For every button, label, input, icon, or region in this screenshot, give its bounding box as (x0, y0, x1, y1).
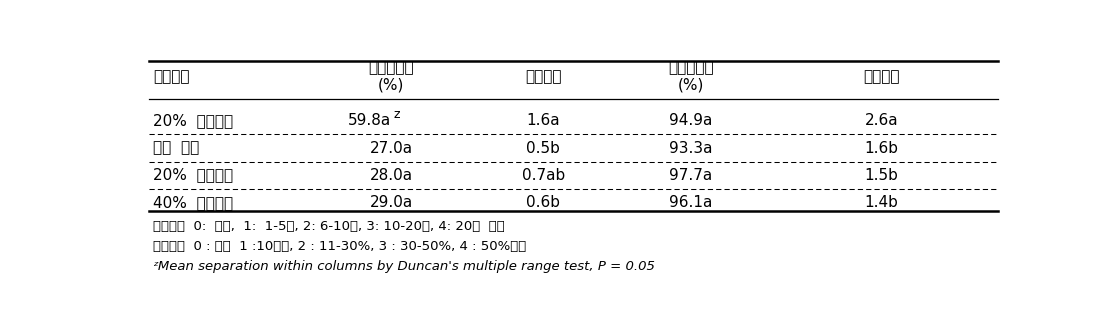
Text: 처리내용: 처리내용 (153, 69, 189, 84)
Text: 2.6a: 2.6a (865, 114, 899, 128)
Text: z: z (393, 108, 399, 121)
Text: 1.6a: 1.6a (526, 114, 560, 128)
Text: 97.7a: 97.7a (669, 168, 712, 183)
Text: (%): (%) (378, 78, 405, 93)
Text: 94.9a: 94.9a (669, 114, 713, 128)
Text: 20%  과소착과: 20% 과소착과 (153, 114, 233, 128)
Text: 27.0a: 27.0a (369, 140, 413, 156)
Text: 29.0a: 29.0a (369, 195, 413, 210)
Text: 동녹발생율: 동녹발생율 (668, 60, 714, 76)
Text: 1.6b: 1.6b (864, 140, 899, 156)
Text: 고두발생율: 고두발생율 (368, 60, 414, 76)
Text: 0.7ab: 0.7ab (521, 168, 565, 183)
Text: 40%  과다착과: 40% 과다착과 (153, 195, 233, 210)
Text: ᶻMean separation within columns by Duncan's multiple range test, P = 0.05: ᶻMean separation within columns by Dunca… (153, 260, 655, 273)
Text: 0.6b: 0.6b (526, 195, 561, 210)
Text: 96.1a: 96.1a (669, 195, 713, 210)
Text: 동녹지수  0 : 없음  1 :10이하, 2 : 11-30%, 3 : 30-50%, 4 : 50%이상: 동녹지수 0 : 없음 1 :10이하, 2 : 11-30%, 3 : 30-… (153, 240, 526, 253)
Text: 93.3a: 93.3a (669, 140, 713, 156)
Text: 1.4b: 1.4b (864, 195, 899, 210)
Text: 동녹지수: 동녹지수 (863, 69, 900, 84)
Text: 1.5b: 1.5b (864, 168, 899, 183)
Text: 59.8a: 59.8a (348, 114, 392, 128)
Text: 28.0a: 28.0a (369, 168, 413, 183)
Text: 0.5b: 0.5b (526, 140, 561, 156)
Text: 고두지수: 고두지수 (525, 69, 562, 84)
Text: 20%  과다착과: 20% 과다착과 (153, 168, 233, 183)
Text: (%): (%) (677, 78, 704, 93)
Text: 관행  착과: 관행 착과 (153, 140, 199, 156)
Text: 고두지수  0:  없음,  1:  1-5개, 2: 6-10개, 3: 10-20개, 4: 20개  이상: 고두지수 0: 없음, 1: 1-5개, 2: 6-10개, 3: 10-20개… (153, 220, 505, 233)
